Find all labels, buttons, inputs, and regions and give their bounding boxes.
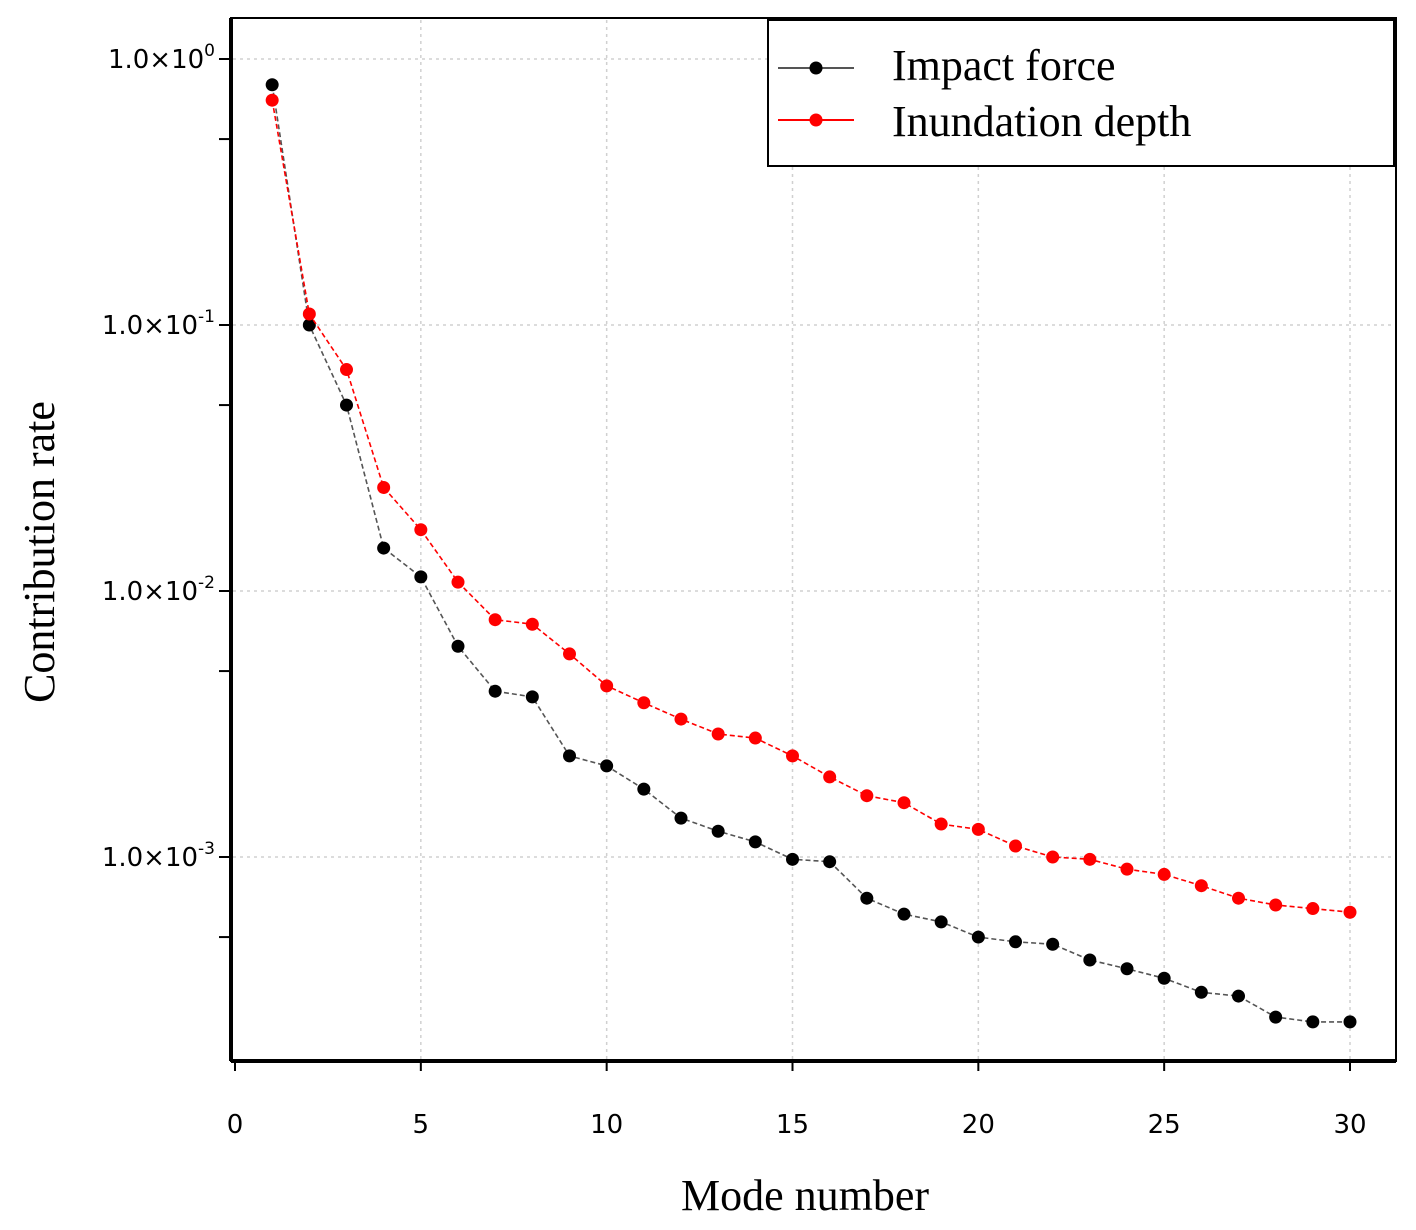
x-tick-label: 10 <box>590 1110 623 1140</box>
impact-force-point <box>488 684 502 698</box>
inundation-depth-point <box>860 789 874 803</box>
inundation-depth-point <box>488 613 502 627</box>
impact-force-point <box>674 811 688 825</box>
axis-ticks: 0 5 10 15 20 25 30 1.0×100 1.0×10-1 1.0×10-2 1.0×1… <box>102 41 1367 1140</box>
impact-force-point <box>563 749 576 763</box>
inundation-depth-point <box>1046 850 1060 864</box>
legend-box <box>767 19 1395 167</box>
legend-impact-force-marker <box>809 61 823 75</box>
impact-force-point <box>302 318 316 332</box>
inundation-depth-point <box>711 727 725 741</box>
inundation-depth-point <box>451 575 465 589</box>
impact-force-point <box>265 78 279 92</box>
impact-force-point <box>860 891 874 905</box>
inundation-depth-line <box>271 100 1351 913</box>
impact-force-point <box>1194 985 1208 999</box>
x-tick-label: 30 <box>1333 1110 1366 1140</box>
impact-force-point <box>637 782 651 796</box>
impact-force-point <box>414 570 428 584</box>
inundation-depth-point <box>265 93 279 107</box>
x-tick-label: 20 <box>962 1110 995 1140</box>
legend-inundation-depth-label: Inundation depth <box>892 97 1191 146</box>
inundation-depth-point <box>674 712 688 726</box>
impact-force-point <box>823 855 837 869</box>
legend-inundation-depth-marker <box>809 113 823 127</box>
impact-force-point <box>1046 937 1060 951</box>
inundation-depth-point <box>563 647 576 661</box>
y-tick-label: 1.0×10-3 <box>102 839 215 873</box>
y-tick-label: 1.0×10-2 <box>102 573 215 607</box>
inundation-depth-point <box>1157 867 1171 881</box>
inundation-depth-point <box>934 817 948 831</box>
inundation-depth-point <box>823 770 837 784</box>
impact-force-point <box>525 690 539 704</box>
plot-frame <box>230 17 1397 1062</box>
inundation-depth-point <box>302 307 316 321</box>
impact-force-point <box>1306 1015 1320 1029</box>
legend-impact-force-label: Impact force <box>892 41 1116 90</box>
inundation-depth-point <box>748 731 762 745</box>
x-tick-label: 0 <box>227 1110 244 1140</box>
inundation-depth-point <box>1083 852 1097 866</box>
impact-force-point <box>748 835 762 849</box>
inundation-depth-point <box>1194 879 1208 893</box>
inundation-depth-point <box>377 480 391 494</box>
inundation-depth-point <box>786 749 799 763</box>
inundation-depth-point <box>1269 898 1283 912</box>
impact-force-point <box>377 541 391 555</box>
impact-force-point <box>340 398 353 412</box>
inundation-depth-point <box>897 796 911 810</box>
grid <box>233 20 1394 1059</box>
inundation-depth-point <box>971 822 985 836</box>
inundation-depth-point <box>637 696 651 710</box>
inundation-depth-point <box>600 679 614 693</box>
inundation-depth-point <box>340 363 353 377</box>
y-tick-label: 1.0×10-1 <box>102 307 215 341</box>
impact-force-point <box>1157 971 1171 985</box>
inundation-depth-point <box>414 523 428 537</box>
impact-force-point <box>934 915 948 929</box>
inundation-depth-point <box>525 617 539 631</box>
impact-force-point <box>451 639 465 653</box>
impact-force-point <box>711 824 725 838</box>
impact-force-line <box>271 84 1350 1023</box>
inundation-depth-point <box>1232 891 1245 905</box>
impact-force-point <box>786 852 799 866</box>
impact-force-point <box>1343 1015 1357 1029</box>
impact-force-point <box>897 907 911 921</box>
impact-force-point <box>971 930 985 944</box>
impact-force-point <box>1269 1010 1283 1024</box>
inundation-depth-point <box>1009 839 1022 853</box>
x-tick-label: 15 <box>776 1110 809 1140</box>
impact-force-point <box>1232 989 1245 1003</box>
x-tick-label: 25 <box>1148 1110 1181 1140</box>
y-tick-label: 1.0×100 <box>108 41 215 75</box>
inundation-depth-point <box>1120 862 1134 876</box>
y-axis-title: Contribution rate <box>15 401 64 703</box>
impact-force-point <box>1083 953 1097 967</box>
x-axis-title: Mode number <box>681 1171 929 1220</box>
impact-force-point <box>1009 935 1022 949</box>
inundation-depth-point <box>1343 905 1357 919</box>
legend: Impact force Inundation depth <box>767 19 1395 167</box>
inundation-depth-point <box>1306 902 1320 916</box>
impact-force-point <box>1120 962 1134 976</box>
x-tick-label: 5 <box>413 1110 430 1140</box>
series <box>265 78 1357 1029</box>
impact-force-point <box>600 759 614 773</box>
